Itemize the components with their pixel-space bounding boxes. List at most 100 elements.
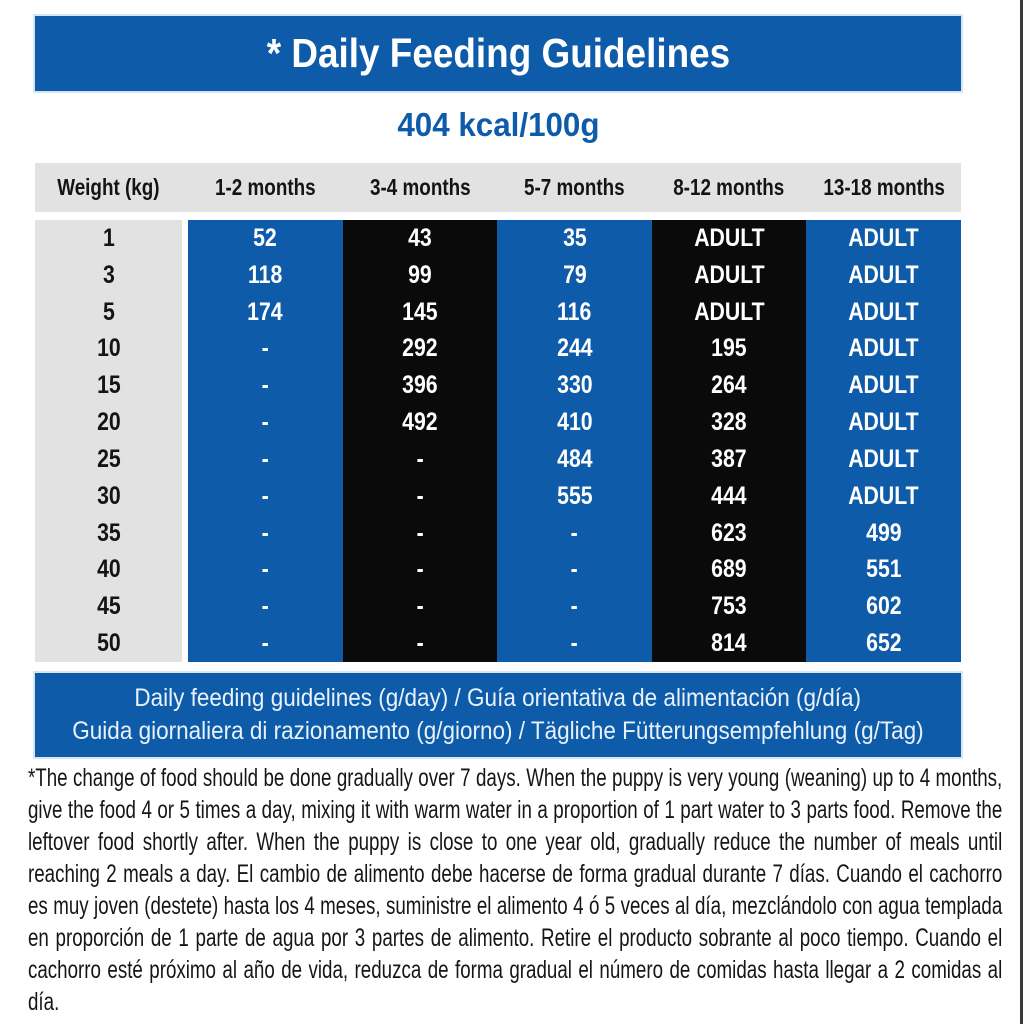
weight-cell: 5 [35, 293, 182, 331]
weight-cell: 3 [35, 256, 182, 294]
weight-cell: 1 [35, 220, 182, 257]
value-cell: ADULT [651, 220, 807, 257]
value-cell: 328 [651, 404, 807, 441]
value-cell: 689 [651, 551, 807, 589]
weight-cell: 30 [35, 477, 182, 515]
value-cell: - [188, 514, 343, 552]
value-cell: 174 [188, 293, 343, 331]
value-cell: 195 [651, 330, 807, 368]
weight-cell: 15 [35, 367, 182, 405]
value-cell: 484 [497, 440, 652, 478]
value-cell: - [188, 551, 343, 589]
value-cell: - [342, 588, 498, 626]
value-cell: 814 [651, 625, 807, 662]
value-cell: 99 [342, 256, 498, 294]
kcal-line: 404 kcal/100g [35, 106, 961, 144]
title-bar: * Daily Feeding Guidelines [35, 16, 961, 91]
value-cell: 244 [497, 330, 652, 368]
screenshot-right-border [1020, 0, 1023, 1024]
value-cell: 623 [651, 514, 807, 552]
value-cell: 602 [806, 588, 961, 626]
value-cell: 330 [497, 367, 652, 405]
value-cell: 410 [497, 404, 652, 441]
table-row: 45- - -753 602 [35, 588, 961, 626]
value-cell: 444 [651, 477, 807, 515]
value-cell: - [188, 367, 343, 405]
weight-cell: 10 [35, 330, 182, 368]
value-cell: 492 [342, 404, 498, 441]
value-cell: 292 [342, 330, 498, 368]
value-cell: ADULT [806, 330, 961, 368]
value-cell: ADULT [651, 256, 807, 294]
weight-cell: 25 [35, 440, 182, 478]
footnote: *The change of food should be done gradu… [28, 764, 1003, 1016]
value-cell: - [497, 588, 652, 626]
value-cell: 652 [806, 625, 961, 662]
weight-cell: 45 [35, 588, 182, 626]
column-header: 8-12 months [673, 174, 785, 200]
table-row: 1 52 43 35 ADULT ADULT [35, 220, 961, 257]
column-header: 5-7 months [524, 174, 625, 200]
value-cell: - [497, 514, 652, 552]
value-cell: ADULT [806, 220, 961, 257]
value-cell: - [342, 551, 498, 589]
table-row: 15-396 330 264 ADULT [35, 367, 961, 405]
table-row: 10-292 244 195 ADULT [35, 330, 961, 368]
value-cell: 499 [806, 514, 961, 552]
value-cell: - [497, 625, 652, 662]
weight-cell: 40 [35, 551, 182, 589]
value-cell: - [188, 330, 343, 368]
table-row: 35- - -623 499 [35, 514, 961, 552]
value-cell: ADULT [806, 404, 961, 441]
column-header: 3-4 months [369, 174, 471, 200]
value-cell: - [188, 477, 343, 515]
table-row: 3 118 99 79 ADULT ADULT [35, 256, 961, 294]
value-cell: 145 [342, 293, 498, 331]
caption-line-it-de: Guida giornaliera di razionamento (g/gio… [72, 717, 924, 745]
column-header: 1-2 months [214, 174, 316, 200]
value-cell: ADULT [806, 440, 961, 478]
kcal-value: 404 kcal/100g [396, 106, 600, 143]
table-row: 20-492 410 328 ADULT [35, 404, 961, 441]
value-cell: - [188, 440, 343, 478]
value-cell: ADULT [806, 293, 961, 331]
feeding-table-header: Weight (kg) 1-2 months 3-4 months 5-7 month… [35, 163, 961, 212]
value-cell: 118 [188, 256, 343, 294]
value-cell: 35 [497, 220, 652, 257]
value-cell: - [188, 588, 343, 626]
value-cell: 396 [342, 367, 498, 405]
value-cell: 551 [806, 551, 961, 589]
value-cell: - [188, 625, 343, 662]
value-cell: - [497, 551, 652, 589]
weight-cell: 50 [35, 625, 182, 662]
value-cell: 264 [651, 367, 807, 405]
value-cell: ADULT [806, 367, 961, 405]
value-cell: ADULT [806, 477, 961, 515]
value-cell: 753 [651, 588, 807, 626]
caption-line-en-es: Daily feeding guidelines (g/day) / Guía … [134, 684, 862, 712]
value-cell: ADULT [651, 293, 807, 331]
value-cell: - [342, 477, 498, 515]
table-row: 50- - -814 652 [35, 625, 961, 662]
weight-cell: 20 [35, 404, 182, 441]
value-cell: - [342, 625, 498, 662]
value-cell: 52 [188, 220, 343, 257]
column-header: Weight (kg) [57, 174, 160, 200]
value-cell: ADULT [806, 256, 961, 294]
column-header: 13-18 months [822, 174, 945, 200]
value-cell: 43 [342, 220, 498, 257]
value-cell: 555 [497, 477, 652, 515]
value-cell: - [342, 514, 498, 552]
page-title: * Daily Feeding Guidelines [266, 30, 730, 76]
table-row: 40- - -689 551 [35, 551, 961, 589]
weight-cell: 35 [35, 514, 182, 552]
value-cell: - [188, 404, 343, 441]
table-caption-bar: Daily feeding guidelines (g/day) / Guía … [35, 673, 961, 757]
table-row: 30- -555 444 ADULT [35, 477, 961, 515]
table-row: 25- -484 387 ADULT [35, 440, 961, 478]
table-row: 5 174 145 116 ADULT ADULT [35, 293, 961, 331]
value-cell: 116 [497, 293, 652, 331]
value-cell: - [342, 440, 498, 478]
value-cell: 79 [497, 256, 652, 294]
feeding-table-body: 1 52 43 35 ADULT ADULT 3 118 99 79 ADULT ADULT 5 174 1… [35, 220, 961, 662]
